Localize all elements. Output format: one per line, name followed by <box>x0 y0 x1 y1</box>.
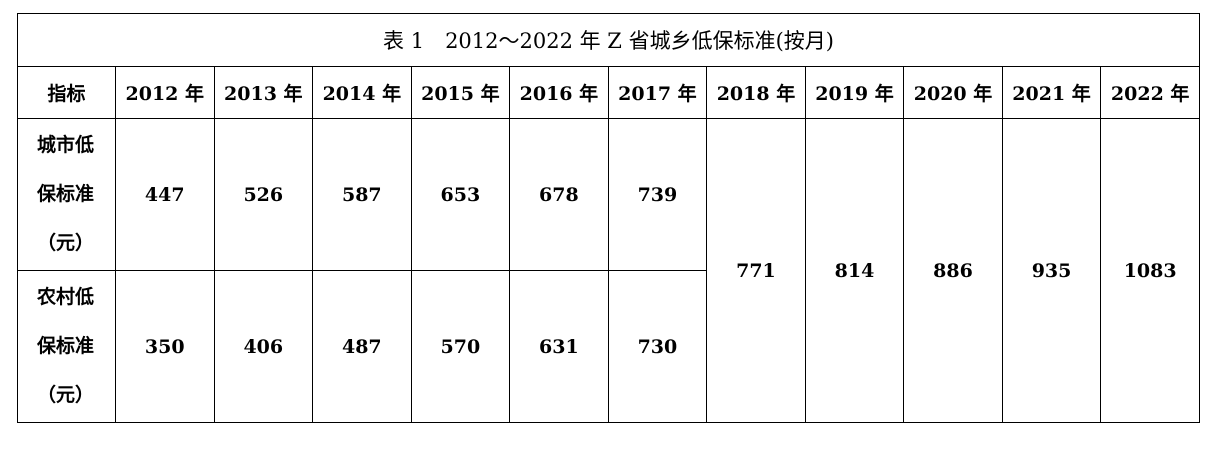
value-cell: 730 <box>607 270 708 423</box>
header-cell: 2014 年 <box>312 66 412 119</box>
merged-value-cell: 1083 <box>1100 118 1200 423</box>
value-cell: 653 <box>410 118 511 271</box>
header-cell: 2019 年 <box>804 66 905 119</box>
value-cell: 739 <box>607 118 708 271</box>
merged-value-cell: 935 <box>1001 118 1102 423</box>
header-cell: 2013 年 <box>213 66 314 119</box>
header-cell: 2021 年 <box>1001 66 1102 119</box>
header-row: 指标 2012 年 2013 年 2014 年 2015 年 2016 年 2017 年 20… <box>17 66 1200 119</box>
header-cell: 2020 年 <box>903 66 1003 119</box>
data-row: 城市低保标准（元） 447 526 587 653 678 739 771 814 886 935 1… <box>17 118 1200 423</box>
table-title: 表 1 2012～2022 年 Z 省城乡低保标准(按月) <box>17 13 1200 67</box>
value-cell: 526 <box>213 118 314 271</box>
header-cell: 2012 年 <box>115 66 215 119</box>
header-cell: 2017 年 <box>607 66 708 119</box>
header-cell: 指标 <box>17 66 116 119</box>
header-cell: 2016 年 <box>509 66 609 119</box>
value-cell: 447 <box>115 118 215 271</box>
value-cell: 587 <box>312 118 412 271</box>
header-cell: 2015 年 <box>410 66 511 119</box>
table-body: 表 1 2012～2022 年 Z 省城乡低保标准(按月) 指标 2012 年 20… <box>17 13 1200 423</box>
merged-value-cell: 814 <box>804 118 905 423</box>
value-cell: 350 <box>115 270 215 423</box>
header-cell: 2018 年 <box>706 66 806 119</box>
value-cell: 631 <box>509 270 609 423</box>
merged-value-cell: 886 <box>903 118 1003 423</box>
row-label-cell: 农村低保标准（元） <box>17 270 116 423</box>
value-cell: 406 <box>213 270 314 423</box>
title-row: 表 1 2012～2022 年 Z 省城乡低保标准(按月) <box>17 13 1200 67</box>
merged-value-cell: 771 <box>706 118 806 423</box>
value-cell: 678 <box>509 118 609 271</box>
data-row: 农村低保标准（元） 350 406 487 570 631 730 <box>17 270 1200 423</box>
data-table: 表 1 2012～2022 年 Z 省城乡低保标准(按月) 指标 2012 年 20… <box>17 13 1200 423</box>
value-cell: 570 <box>410 270 511 423</box>
row-label: 城市低保标准（元） <box>37 134 95 254</box>
row-label-cell: 城市低保标准（元） <box>17 118 116 271</box>
row-label: 农村低保标准（元） <box>37 286 95 406</box>
header-cell: 2022 年 <box>1100 66 1200 119</box>
value-cell: 487 <box>312 270 412 423</box>
